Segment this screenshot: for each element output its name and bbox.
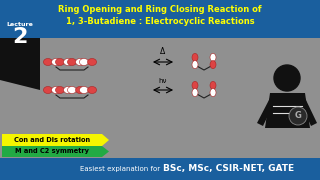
Ellipse shape (210, 89, 216, 97)
Ellipse shape (88, 87, 97, 93)
Ellipse shape (192, 53, 198, 61)
Polygon shape (300, 98, 317, 126)
Ellipse shape (64, 58, 73, 66)
Text: Ring Opening and Ring Closing Reaction of: Ring Opening and Ring Closing Reaction o… (58, 6, 262, 15)
Ellipse shape (68, 87, 76, 93)
Text: Con and Dis rotation: Con and Dis rotation (14, 137, 90, 143)
Ellipse shape (210, 81, 216, 89)
Bar (0, 158, 320, 180)
Ellipse shape (44, 87, 52, 93)
Circle shape (289, 107, 307, 125)
Ellipse shape (76, 87, 84, 93)
Polygon shape (257, 98, 275, 126)
Text: BSc, MSc, CSIR-NET, GATE: BSc, MSc, CSIR-NET, GATE (163, 165, 294, 174)
Text: M and C2 symmetry: M and C2 symmetry (15, 148, 89, 154)
Ellipse shape (55, 58, 64, 66)
Text: Lecture: Lecture (7, 22, 33, 28)
Polygon shape (102, 146, 109, 157)
Ellipse shape (64, 87, 73, 93)
Polygon shape (102, 134, 109, 146)
Ellipse shape (44, 58, 52, 66)
Text: G: G (295, 111, 301, 120)
Text: Easiest explanation for: Easiest explanation for (80, 166, 162, 172)
Ellipse shape (192, 81, 198, 89)
Bar (2, 146, 102, 157)
Ellipse shape (79, 87, 88, 93)
Bar (2, 134, 102, 146)
Bar (0, 0, 320, 38)
Ellipse shape (192, 89, 198, 97)
Text: 1, 3-Butadiene : Electrocyclic Reactions: 1, 3-Butadiene : Electrocyclic Reactions (66, 17, 254, 26)
Bar (0, 38, 40, 90)
Ellipse shape (68, 58, 76, 66)
Ellipse shape (52, 87, 60, 93)
Ellipse shape (88, 58, 97, 66)
Ellipse shape (76, 58, 84, 66)
Text: Δ: Δ (160, 47, 166, 56)
Polygon shape (0, 80, 40, 90)
Ellipse shape (210, 61, 216, 69)
Circle shape (274, 65, 300, 91)
Text: hν: hν (159, 78, 167, 84)
Ellipse shape (192, 61, 198, 69)
Polygon shape (265, 93, 310, 128)
Ellipse shape (55, 87, 64, 93)
Ellipse shape (52, 58, 60, 66)
Ellipse shape (79, 58, 88, 66)
Ellipse shape (210, 53, 216, 61)
Text: 2: 2 (12, 27, 28, 47)
